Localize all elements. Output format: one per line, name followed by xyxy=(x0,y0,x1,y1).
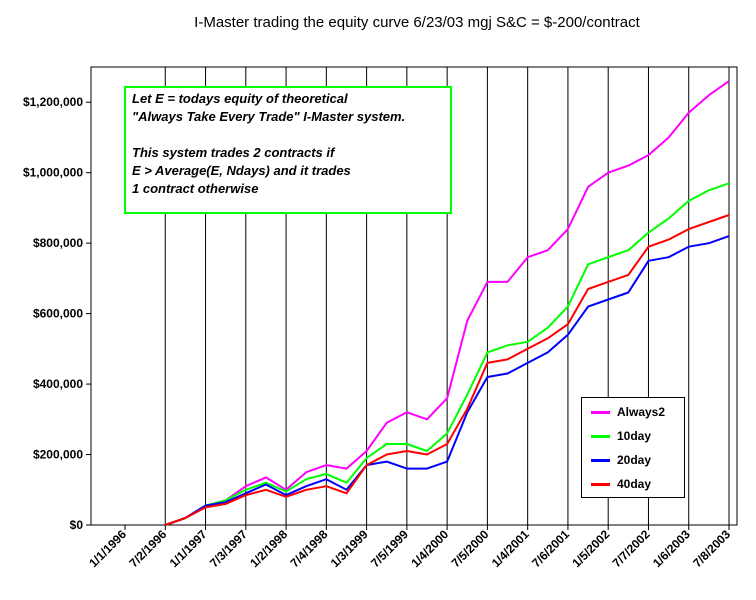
x-tick-label: 7/8/2003 xyxy=(690,527,733,570)
legend-item-40day: 40day xyxy=(582,472,684,496)
y-tick-label: $200,000 xyxy=(33,448,83,462)
x-tick-label: 7/3/1997 xyxy=(207,527,250,570)
legend-item-10day: 10day xyxy=(582,424,684,448)
x-tick-label: 1/4/2000 xyxy=(408,527,451,570)
y-tick-label: $1,200,000 xyxy=(23,95,83,109)
series-line-10day xyxy=(164,182,730,526)
series-lines xyxy=(164,80,730,526)
series-line-40day xyxy=(164,214,730,526)
x-tick-label: 1/1/1996 xyxy=(86,527,129,570)
x-tick-label: 7/6/2001 xyxy=(529,527,572,570)
series-line-always2 xyxy=(164,80,730,526)
annotation-box: Let E = todays equity of theoretical "Al… xyxy=(124,86,452,214)
legend-swatch xyxy=(591,410,610,414)
annotation-line: This system trades 2 contracts if xyxy=(132,145,335,160)
x-tick-label: 1/5/2002 xyxy=(569,527,612,570)
legend-swatch xyxy=(591,434,610,438)
x-tick-label: 7/5/2000 xyxy=(449,527,492,570)
legend-item-20day: 20day xyxy=(582,448,684,472)
y-tick-label: $800,000 xyxy=(33,236,83,250)
legend-label: Always2 xyxy=(617,405,666,419)
x-tick-label: 1/6/2003 xyxy=(650,527,693,570)
legend: Always2 10day 20day 40day xyxy=(581,397,685,498)
legend-swatch xyxy=(591,458,610,462)
y-tick-label: $0 xyxy=(70,518,84,532)
chart-title: I-Master trading the equity curve 6/23/0… xyxy=(194,14,640,31)
annotation-line: "Always Take Every Trade" I-Master syste… xyxy=(132,109,406,124)
y-tick-label: $600,000 xyxy=(33,307,83,321)
annotation-line: 1 contract otherwise xyxy=(132,181,259,196)
plot-area xyxy=(90,66,738,526)
x-tick-label: 1/4/2001 xyxy=(489,527,532,570)
legend-swatch xyxy=(591,482,610,486)
annotation-line: Let E = todays equity of theoretical xyxy=(132,91,348,106)
y-tick-label: $400,000 xyxy=(33,377,83,391)
x-tick-label: 7/2/1996 xyxy=(126,527,169,570)
legend-label: 20day xyxy=(617,453,652,467)
y-tick-label: $1,000,000 xyxy=(23,166,83,180)
x-tick-label: 7/4/1998 xyxy=(288,527,331,570)
legend-label: 10day xyxy=(617,429,652,443)
legend-item-always2: Always2 xyxy=(582,400,684,424)
x-tick-label: 1/1/1997 xyxy=(167,527,210,570)
x-tick-label: 1/3/1999 xyxy=(328,527,371,570)
x-tick-label: 7/7/2002 xyxy=(610,527,653,570)
x-tick-label: 7/5/1999 xyxy=(368,527,411,570)
x-tick-label: 1/2/1998 xyxy=(247,527,290,570)
series-line-20day xyxy=(164,235,730,526)
annotation-line: E > Average(E, Ndays) and it trades xyxy=(132,163,351,178)
legend-label: 40day xyxy=(617,477,652,491)
